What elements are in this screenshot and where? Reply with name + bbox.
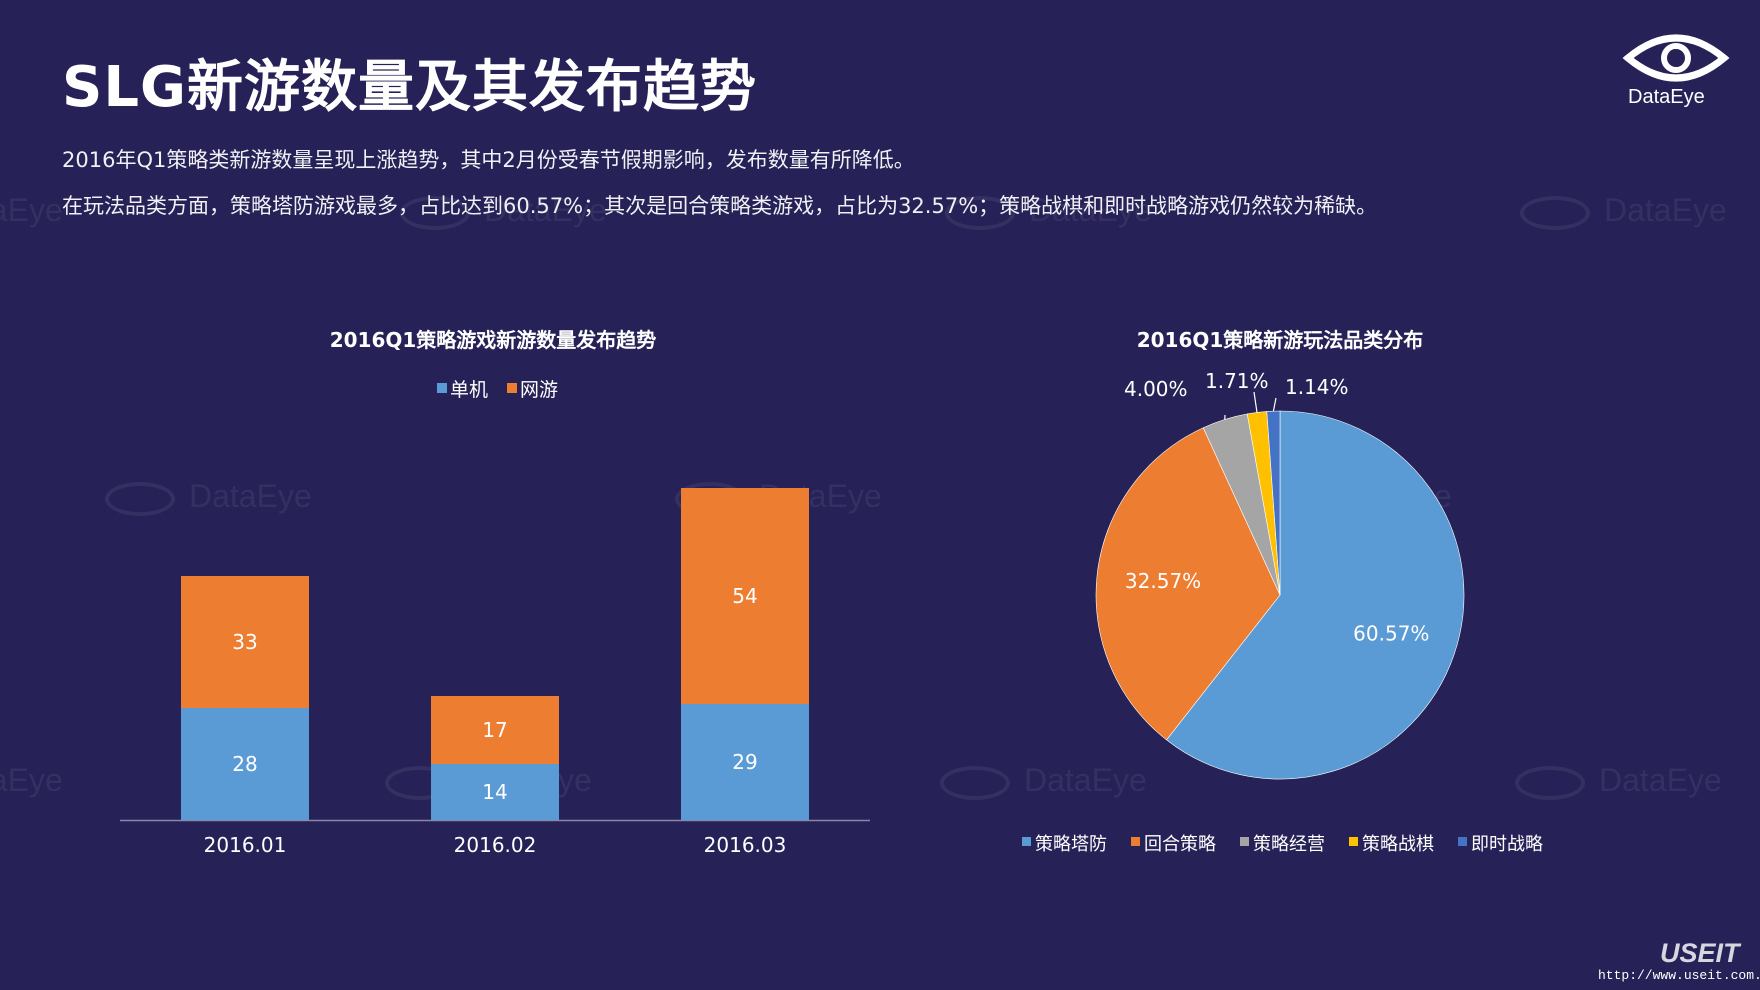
description-line-2: 在玩法品类方面，策略塔防游戏最多，占比达到60.57%；其次是回合策略类游戏，占…	[62, 194, 1378, 218]
watermark: DataEye	[940, 762, 1147, 800]
watermark-text: DataEye	[1599, 762, 1722, 798]
bar-单机-2016.01	[181, 708, 309, 820]
bar-网游-2016.03	[681, 488, 809, 704]
watermark: DataEye	[945, 192, 1152, 230]
eye-icon	[1520, 195, 1590, 230]
pie-slice-回合策略	[1095, 427, 1281, 741]
pie-label-策略经营: 4.00%	[1124, 377, 1188, 401]
data-label-单机-2016.03: 29	[732, 750, 757, 774]
watermark: DataEye	[105, 478, 312, 516]
pie-legend-label-回合策略: 回合策略	[1144, 834, 1216, 855]
data-label-单机-2016.01: 28	[232, 752, 257, 776]
watermark: DataEye	[1515, 762, 1722, 800]
pie-label-策略塔防: 60.57%	[1353, 621, 1429, 645]
logo-text: DataEye	[1628, 86, 1705, 108]
watermark: DataEye	[0, 762, 63, 799]
leader-line-即时战略	[1272, 397, 1277, 412]
pie-legend-label-策略经营: 策略经营	[1253, 834, 1325, 855]
pie-chart-title: 2016Q1策略新游玩法品类分布	[1137, 328, 1424, 352]
bar-chart-title: 2016Q1策略游戏新游数量发布趋势	[330, 328, 657, 352]
useit-mark: USEIT	[1660, 938, 1740, 968]
pie-legend-swatch-策略塔防	[1022, 837, 1031, 846]
bar-单机-2016.02	[431, 764, 559, 820]
watermark: DataEye	[0, 192, 63, 229]
watermark-text: DataEye	[189, 478, 312, 514]
pie-label-即时战略: 1.14%	[1285, 375, 1349, 399]
dataeye-logo-icon	[1622, 34, 1730, 82]
watermark: DataEye	[1520, 192, 1727, 230]
eye-icon	[105, 481, 175, 516]
pie-legend-label-即时战略: 即时战略	[1471, 834, 1543, 855]
legend-swatch-单机	[437, 383, 447, 393]
x-tick-label: 2016.02	[454, 833, 537, 857]
legend-swatch-网游	[507, 383, 517, 393]
leader-line-策略战棋	[1253, 391, 1258, 413]
pie-legend-swatch-策略经营	[1240, 837, 1249, 846]
data-label-网游-2016.02: 17	[482, 718, 507, 742]
bar-网游-2016.02	[431, 696, 559, 764]
data-label-网游-2016.03: 54	[732, 584, 757, 608]
watermark-text: DataEye	[1024, 762, 1147, 798]
pie-label-策略战棋: 1.71%	[1205, 369, 1269, 393]
pie-legend-swatch-即时战略	[1458, 837, 1467, 846]
legend-label-单机: 单机	[450, 379, 488, 401]
pie-legend-swatch-回合策略	[1131, 837, 1140, 846]
data-label-网游-2016.01: 33	[232, 630, 257, 654]
watermark-text: DataEye	[0, 762, 63, 798]
eye-icon	[945, 195, 1015, 230]
x-tick-label: 2016.01	[204, 833, 287, 857]
description-line-1: 2016年Q1策略类新游数量呈现上涨趋势，其中2月份受春节假期影响，发布数量有所…	[62, 148, 915, 172]
x-tick-label: 2016.03	[704, 833, 787, 857]
data-label-单机-2016.02: 14	[482, 780, 507, 804]
useit-url: http://www.useit.com.cn	[1598, 968, 1760, 983]
legend-label-网游: 网游	[520, 379, 558, 401]
pie-legend-label-策略塔防: 策略塔防	[1035, 834, 1107, 855]
eye-icon	[400, 195, 470, 230]
eye-icon	[940, 765, 1010, 800]
watermark-text: DataEye	[484, 192, 607, 228]
pie-legend-swatch-策略战棋	[1349, 837, 1358, 846]
watermark-text: DataEye	[1604, 192, 1727, 228]
pie-label-回合策略: 32.57%	[1125, 569, 1201, 593]
watermark: DataEye	[400, 192, 607, 230]
pie-slice-策略塔防	[1166, 410, 1465, 780]
pie-slice-即时战略	[1266, 410, 1281, 596]
watermark-text: DataEye	[0, 192, 63, 228]
watermark-text: DataEye	[1029, 192, 1152, 228]
bar-单机-2016.03	[681, 704, 809, 820]
pie-legend-label-策略战棋: 策略战棋	[1362, 834, 1434, 855]
bar-网游-2016.01	[181, 576, 309, 708]
eye-icon	[1515, 765, 1585, 800]
page-title: SLG新游数量及其发布趋势	[62, 55, 757, 120]
